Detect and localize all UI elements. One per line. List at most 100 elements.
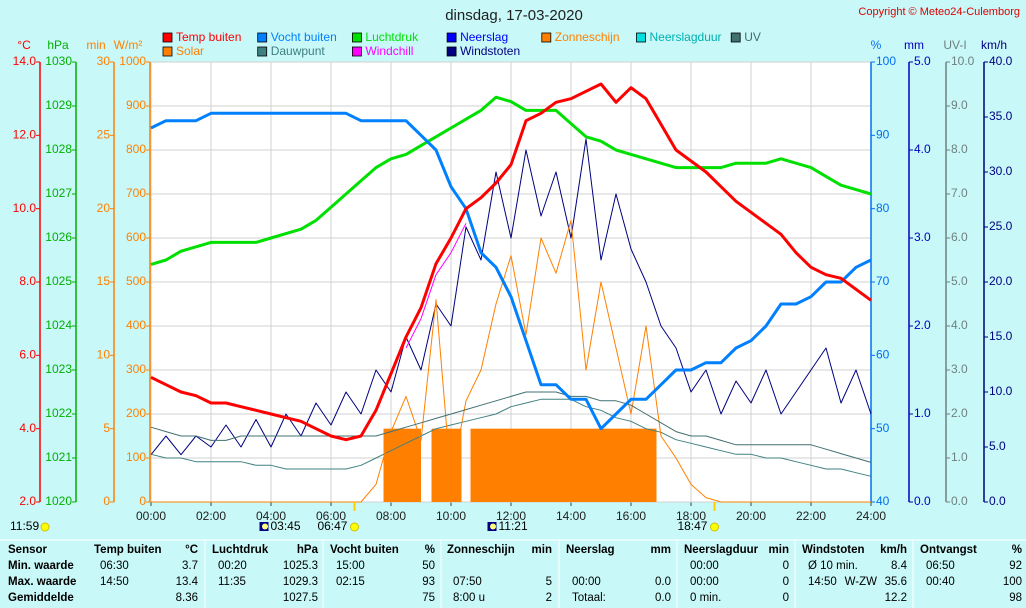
table-header: Ontvangst	[920, 544, 977, 556]
legend-label: Solar	[176, 44, 204, 58]
table-header: Zonneschijn	[447, 544, 515, 556]
line-layer	[150, 82, 872, 503]
bar-layer	[383, 428, 657, 502]
table-cell: 13.4	[176, 576, 199, 588]
moon-icon	[490, 523, 496, 530]
table-cell: 02:15	[336, 576, 365, 588]
table-cell: 92	[1009, 560, 1022, 572]
table-cell: 8.36	[176, 592, 198, 604]
axis-tick-label: 10.0	[951, 54, 975, 68]
table-cell: 93	[422, 576, 435, 588]
axis-tick-label: 400	[126, 318, 146, 332]
sun-icon	[709, 522, 719, 532]
table-cell: W-ZW	[845, 576, 878, 588]
axis-unit: °C	[17, 38, 31, 52]
table-header: Temp buiten	[94, 544, 162, 556]
x-tick-label: 14:00	[556, 509, 586, 523]
axis-tick-label: 14.0	[13, 54, 37, 68]
sunshine-bar	[431, 428, 462, 502]
axis-tick-label: 0.0	[914, 494, 931, 508]
axis-tick-label: 1025	[45, 274, 72, 288]
event-time: 03:45	[271, 519, 301, 533]
table-cell: 98	[1009, 592, 1022, 604]
axis-tick-label: 1029	[45, 98, 72, 112]
table-cell: 2	[546, 592, 552, 604]
axis-tick-label: 700	[126, 186, 146, 200]
axis-tick-label: 1030	[45, 54, 72, 68]
axis-unit: UV-I	[943, 38, 966, 52]
axis-tick-label: 60	[876, 348, 890, 362]
table-cell: 06:30	[100, 560, 129, 572]
axis-tick-label: 1.0	[914, 406, 931, 420]
x-tick-label: 10:00	[436, 509, 466, 523]
axis-tick-label: 20.0	[989, 274, 1013, 288]
table-cell: 00:00	[572, 576, 601, 588]
series-line	[150, 391, 872, 463]
x-tick-label: 22:00	[796, 509, 826, 523]
legend-label: Zonneschijn	[555, 30, 620, 44]
axis-tick-label: 12.0	[13, 128, 37, 142]
axis-tick-label: 4.0	[914, 142, 931, 156]
series-line	[150, 95, 872, 266]
table-header: Sensor	[8, 544, 48, 556]
axis-tick-label: 80	[876, 201, 890, 215]
axis-tick-label: 600	[126, 230, 146, 244]
x-tick-label: 24:00	[856, 509, 886, 523]
axis-tick-label: 5.0	[989, 439, 1006, 453]
row-label: Min. waarde	[8, 560, 74, 572]
table-header: min	[769, 544, 789, 556]
table-cell: 1027.5	[283, 592, 318, 604]
axis-tick-label: 9.0	[951, 98, 968, 112]
legend-label: Vocht buiten	[271, 30, 337, 44]
table-cell: 0 min.	[690, 592, 721, 604]
axis-tick-label: 3.0	[951, 362, 968, 376]
axis-tick-label: 15.0	[989, 329, 1013, 343]
table-cell: 35.6	[885, 576, 907, 588]
axis-tick-label: 40.0	[989, 54, 1013, 68]
axis-tick-label: 100	[126, 450, 146, 464]
table-header: hPa	[297, 544, 319, 556]
table-cell: 0.0	[655, 592, 671, 604]
series-line	[150, 398, 872, 477]
sunshine-bar	[383, 428, 421, 502]
axis-tick-label: 25	[97, 128, 111, 142]
table-cell: 75	[422, 592, 435, 604]
axis-tick-label: 90	[876, 128, 890, 142]
legend-label: Luchtdruk	[365, 30, 419, 44]
table-cell: 8.4	[891, 560, 908, 572]
axis-tick-label: 200	[126, 406, 146, 420]
axis-tick-label: 2.0	[914, 318, 931, 332]
x-tick-label: 02:00	[196, 509, 226, 523]
table-cell: 1025.3	[283, 560, 318, 572]
legend-swatch	[257, 32, 268, 43]
table-cell: 0	[783, 560, 789, 572]
table-header: mm	[651, 544, 671, 556]
table-header: min	[532, 544, 552, 556]
table-header: Neerslagduur	[684, 544, 759, 556]
axis-unit: mm	[904, 38, 924, 52]
axis-tick-label: 35.0	[989, 109, 1013, 123]
sun-icon	[40, 522, 50, 532]
x-tick-label: 16:00	[616, 509, 646, 523]
legend-label: Dauwpunt	[271, 44, 326, 58]
axis-tick-label: 1.0	[951, 450, 968, 464]
copyright: Copyright © Meteo24-Culemborg	[858, 6, 1020, 18]
axis-tick-label: 10.0	[989, 384, 1013, 398]
table-header: Vocht buiten	[330, 544, 399, 556]
legend-label: Neerslagduur	[650, 30, 722, 44]
axis-tick-label: 8.0	[19, 274, 36, 288]
axis-tick-label: 7.0	[951, 186, 968, 200]
axis-tick-label: 1028	[45, 142, 72, 156]
legend-swatch	[351, 32, 362, 43]
x-tick-label: 04:00	[256, 509, 286, 523]
table-header: %	[1012, 544, 1022, 556]
table-cell: Totaal:	[572, 592, 606, 604]
legend-swatch	[636, 32, 646, 43]
series-line	[150, 82, 872, 442]
table-cell: 11:35	[218, 576, 246, 588]
x-tick-label: 20:00	[736, 509, 766, 523]
series-line	[150, 138, 872, 456]
axis-tick-label: 100	[876, 54, 896, 68]
axis-unit: min	[86, 38, 105, 52]
